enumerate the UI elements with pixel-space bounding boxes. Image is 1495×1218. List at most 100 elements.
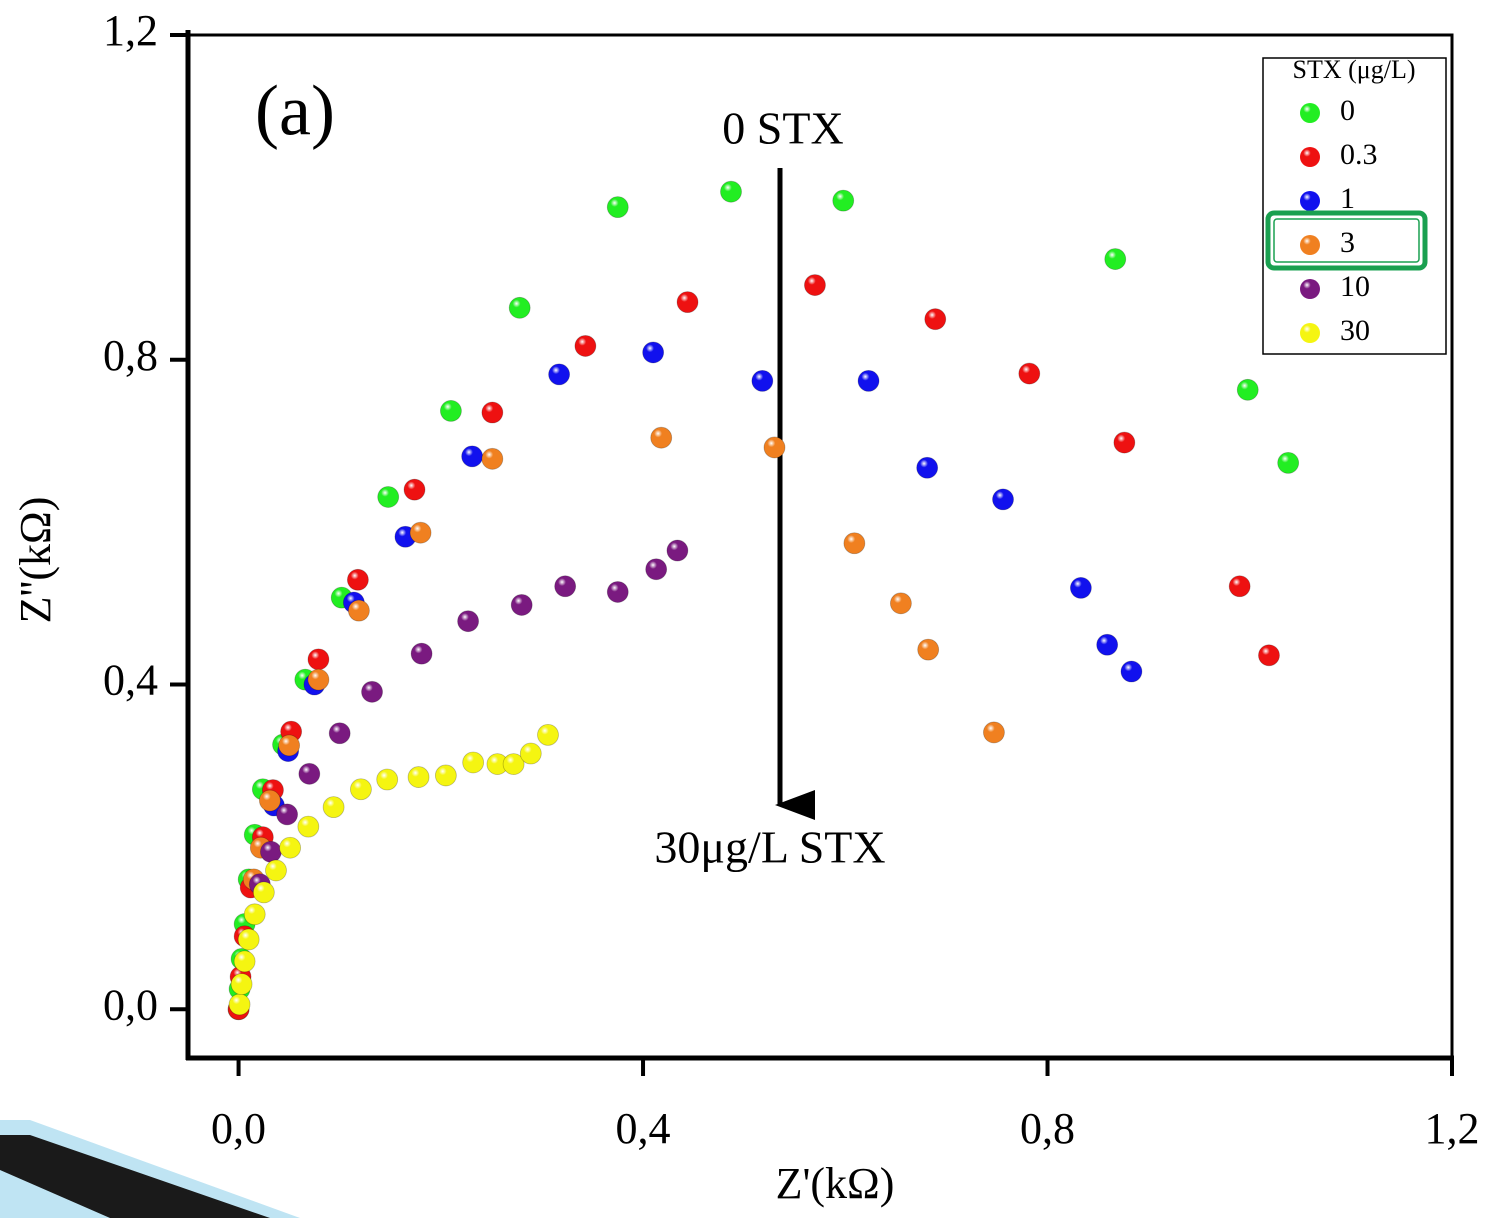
point bbox=[1104, 248, 1127, 270]
point bbox=[924, 308, 947, 331]
point bbox=[804, 274, 826, 296]
highlight-box-inner bbox=[1273, 218, 1420, 263]
y-tick-label: 0,0 bbox=[103, 980, 158, 1029]
point bbox=[403, 478, 426, 501]
point bbox=[917, 638, 940, 661]
legend-marker bbox=[1300, 279, 1320, 299]
legend-box bbox=[1262, 57, 1447, 355]
point bbox=[1096, 633, 1119, 656]
point bbox=[720, 180, 742, 203]
point bbox=[1236, 378, 1259, 401]
point bbox=[843, 532, 866, 555]
series bbox=[227, 180, 1300, 1021]
point bbox=[407, 766, 430, 788]
point bbox=[1018, 362, 1041, 385]
point bbox=[751, 369, 774, 392]
point bbox=[298, 762, 321, 785]
x-tick-label: 0,8 bbox=[1020, 1104, 1075, 1153]
point bbox=[763, 436, 786, 459]
point bbox=[276, 803, 298, 826]
point bbox=[574, 335, 597, 357]
point bbox=[243, 903, 266, 926]
y-tick-label: 0,4 bbox=[103, 656, 158, 705]
y-axis-label: Z''(kΩ) bbox=[11, 497, 60, 624]
point bbox=[606, 581, 629, 603]
point bbox=[377, 486, 400, 508]
point bbox=[537, 723, 559, 746]
x-axis-label: Z'(kΩ) bbox=[776, 1159, 895, 1208]
annotation-top: 0 STX bbox=[722, 103, 843, 154]
point bbox=[983, 721, 1005, 744]
legend-label: 10 bbox=[1340, 270, 1370, 303]
point bbox=[462, 751, 485, 774]
point bbox=[554, 575, 577, 598]
point bbox=[1258, 644, 1280, 667]
point bbox=[434, 764, 457, 787]
point bbox=[1228, 575, 1251, 598]
point bbox=[328, 722, 351, 745]
point bbox=[1113, 431, 1136, 454]
legend-label: 1 bbox=[1340, 182, 1355, 215]
legend-label: 0.3 bbox=[1340, 138, 1378, 171]
point bbox=[297, 815, 320, 838]
point bbox=[992, 488, 1014, 511]
point bbox=[481, 447, 504, 470]
series bbox=[263, 341, 1143, 817]
point bbox=[376, 768, 399, 791]
point bbox=[233, 950, 256, 973]
point bbox=[346, 568, 369, 591]
point bbox=[230, 973, 253, 996]
series bbox=[242, 426, 1005, 891]
point bbox=[606, 196, 629, 219]
point bbox=[1277, 451, 1300, 474]
x-tick-label: 1,2 bbox=[1425, 1104, 1480, 1153]
point bbox=[307, 668, 330, 691]
point bbox=[259, 789, 281, 812]
point bbox=[502, 753, 525, 775]
legend-title: STX (μg/L) bbox=[1293, 55, 1416, 84]
point bbox=[265, 859, 287, 882]
point bbox=[889, 592, 912, 615]
point bbox=[361, 680, 383, 703]
point bbox=[260, 840, 282, 863]
point bbox=[228, 993, 251, 1016]
legend-marker bbox=[1300, 235, 1320, 255]
plot-area bbox=[227, 180, 1300, 1021]
point bbox=[676, 291, 699, 314]
legend-marker bbox=[1300, 147, 1320, 167]
panel-label: (a) bbox=[255, 71, 335, 151]
point bbox=[252, 881, 275, 904]
point bbox=[666, 539, 689, 562]
y-tick-label: 0,8 bbox=[103, 331, 158, 380]
point bbox=[916, 456, 939, 479]
point bbox=[1120, 660, 1143, 683]
point bbox=[409, 521, 432, 544]
point bbox=[645, 558, 668, 581]
point bbox=[457, 610, 480, 633]
highlight-box bbox=[1265, 210, 1428, 271]
x-tick-label: 0,0 bbox=[211, 1104, 266, 1153]
point bbox=[410, 642, 433, 665]
point bbox=[1069, 577, 1092, 599]
legend-marker bbox=[1300, 323, 1320, 343]
point bbox=[857, 369, 880, 392]
point bbox=[347, 599, 370, 622]
x-tick-label: 0,4 bbox=[616, 1104, 671, 1153]
point bbox=[519, 742, 542, 765]
point bbox=[508, 296, 531, 319]
decor-swoosh-dark bbox=[0, 1135, 270, 1218]
point bbox=[440, 400, 462, 422]
legend-label: 30 bbox=[1340, 314, 1370, 347]
point bbox=[350, 778, 372, 801]
legend-marker bbox=[1300, 191, 1320, 211]
point bbox=[510, 594, 533, 616]
point bbox=[832, 189, 855, 212]
point bbox=[481, 401, 504, 424]
point bbox=[279, 836, 302, 859]
point bbox=[237, 928, 260, 951]
y-tick-label: 1,2 bbox=[103, 6, 158, 55]
point bbox=[278, 734, 301, 757]
point bbox=[548, 363, 571, 386]
point bbox=[642, 341, 665, 364]
